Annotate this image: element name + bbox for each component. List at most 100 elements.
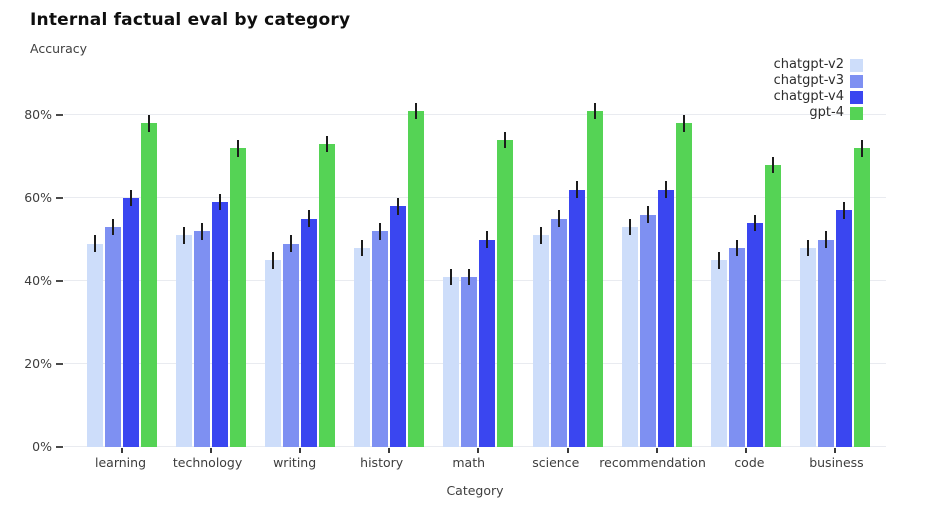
y-tick-label: 60%: [24, 189, 52, 205]
bar-chatgpt-v2-science: [532, 227, 549, 447]
error-bar: [682, 115, 685, 132]
error-bar: [272, 251, 275, 269]
gridline-60%: [64, 197, 886, 198]
error-bar: [450, 268, 453, 286]
bar-gpt-4-business: [854, 139, 871, 447]
error-bar: [593, 102, 596, 120]
error-bar: [754, 214, 757, 232]
x-tick-label-business: business: [809, 455, 864, 470]
legend-item-gpt-4[interactable]: gpt-4: [774, 106, 863, 120]
x-tick-mark: [388, 448, 391, 453]
x-axis-title: Category: [446, 483, 504, 498]
error-bar: [200, 222, 203, 240]
error-bar: [468, 268, 471, 286]
x-tick-label-history: history: [360, 455, 404, 470]
bar-chatgpt-v2-business: [800, 239, 817, 447]
legend-item-chatgpt-v3[interactable]: chatgpt-v3: [774, 74, 863, 88]
legend-label: gpt-4: [809, 105, 844, 120]
y-tick-mark: [56, 445, 63, 448]
error-bar: [736, 239, 739, 257]
x-tick-label-recommendation: recommendation: [599, 455, 706, 470]
error-bar: [290, 235, 293, 252]
bar-chatgpt-v2-history: [354, 239, 371, 447]
x-tick-mark: [299, 448, 302, 453]
error-bar: [147, 115, 150, 132]
bar-gpt-4-recommendation: [675, 115, 692, 447]
x-tick-mark: [655, 448, 658, 453]
error-bar: [379, 222, 382, 240]
x-tick-label-writing: writing: [273, 455, 317, 470]
bar-chatgpt-v3-learning: [104, 218, 121, 447]
bar-group-writing: [265, 90, 336, 453]
bar-chatgpt-v3-writing: [283, 235, 300, 447]
legend-swatch: [850, 106, 863, 120]
bar-chatgpt-v4-science: [568, 181, 585, 447]
gridline-80%: [64, 114, 886, 115]
x-tick-mark: [209, 448, 212, 453]
error-bar: [415, 102, 418, 120]
error-bar: [843, 202, 846, 219]
bar-group-science: [532, 90, 603, 453]
bar-chatgpt-v4-writing: [301, 210, 318, 447]
error-bar: [111, 218, 114, 236]
bar-group-technology: [175, 90, 246, 453]
bar-chatgpt-v4-technology: [211, 193, 228, 447]
y-axis-title: Accuracy: [30, 41, 88, 56]
bar-chatgpt-v3-science: [550, 210, 567, 447]
x-tick-label-technology: technology: [172, 455, 243, 470]
error-bar: [628, 218, 631, 236]
bar-gpt-4-technology: [229, 139, 246, 447]
error-bar: [825, 231, 828, 248]
bar-chatgpt-v2-math: [443, 268, 460, 447]
legend-label: chatgpt-v2: [773, 57, 844, 72]
bar-chatgpt-v3-recommendation: [639, 206, 656, 447]
error-bar: [575, 181, 578, 198]
x-tick-label-code: code: [734, 455, 765, 470]
legend: chatgpt-v2 chatgpt-v3 chatgpt-v4 gpt-4: [774, 58, 863, 120]
bar-chatgpt-v3-math: [461, 268, 478, 447]
x-tick-label-learning: learning: [95, 455, 147, 470]
chart-title: Internal factual eval by category: [30, 10, 351, 30]
legend-item-chatgpt-v4[interactable]: chatgpt-v4: [774, 90, 863, 104]
bar-chatgpt-v2-learning: [86, 235, 103, 447]
bar-chatgpt-v3-technology: [193, 222, 210, 447]
y-tick-label: 0%: [32, 438, 52, 454]
error-bar: [218, 193, 221, 211]
plot-area: 0% 20% 40% 60% 80%: [24, 90, 886, 453]
error-bar: [361, 239, 364, 257]
y-tick-label: 20%: [24, 355, 52, 371]
bar-gpt-4-learning: [140, 115, 157, 447]
x-tick-label-math: math: [452, 455, 486, 470]
error-bar: [861, 139, 864, 157]
error-bar: [539, 227, 542, 244]
bar-group-learning: [86, 90, 157, 453]
legend-swatch: [850, 74, 863, 88]
error-bar: [308, 210, 311, 228]
x-axis-tick-labels: learning technology writing history math scie…: [77, 455, 880, 470]
error-bar: [93, 235, 96, 252]
legend-swatch: [850, 90, 863, 104]
legend-label: chatgpt-v4: [773, 89, 844, 104]
bar-group-business: [800, 90, 871, 453]
bar-gpt-4-writing: [319, 135, 336, 447]
error-bar: [397, 198, 400, 215]
bar-chatgpt-v4-recommendation: [657, 181, 674, 447]
error-bar: [182, 227, 185, 244]
bar-chatgpt-v2-code: [711, 251, 728, 447]
x-tick-mark: [834, 448, 837, 453]
legend-item-chatgpt-v2[interactable]: chatgpt-v2: [774, 58, 863, 72]
bar-chatgpt-v2-recommendation: [621, 218, 638, 447]
bar-chatgpt-v4-business: [836, 202, 853, 447]
bar-gpt-4-science: [586, 102, 603, 447]
error-bar: [772, 156, 775, 174]
error-bar: [504, 131, 507, 149]
error-bar: [129, 189, 132, 207]
bar-group-math: [443, 90, 514, 453]
y-tick-mark: [56, 362, 63, 365]
bar-gpt-4-math: [497, 131, 514, 447]
legend-swatch: [850, 58, 863, 72]
error-bar: [664, 181, 667, 198]
bar-chatgpt-v2-writing: [265, 251, 282, 447]
x-tick-mark: [120, 448, 123, 453]
